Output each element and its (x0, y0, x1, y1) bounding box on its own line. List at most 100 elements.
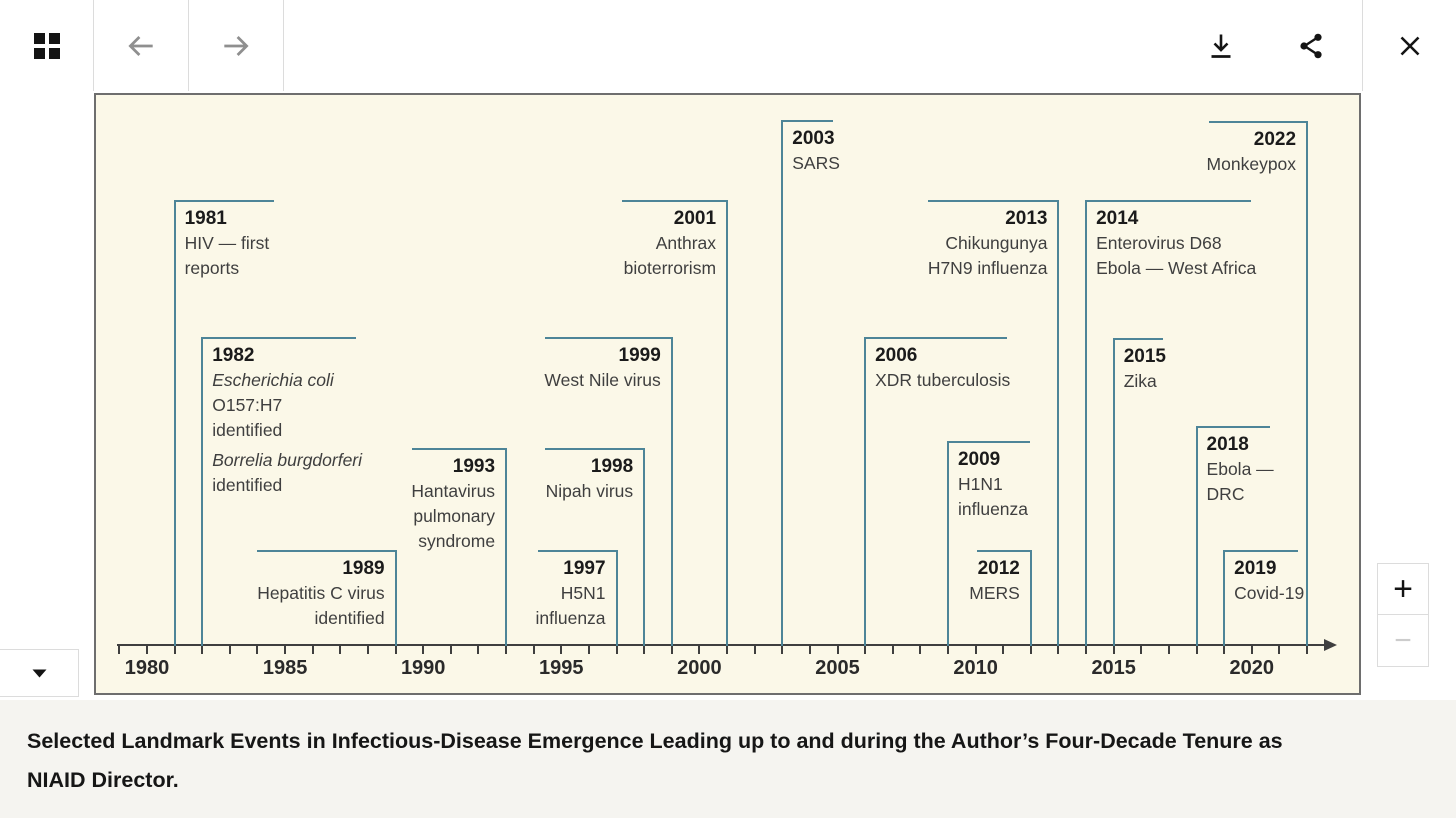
event-year: 2019 (1234, 558, 1277, 579)
event-label: 2015 Zika (1124, 345, 1166, 394)
expander-button[interactable] (0, 649, 79, 697)
event-label: 1981 HIV — first reports (185, 207, 270, 281)
event-label: 2013 Chikungunya H7N9 influenza (928, 207, 1048, 281)
axis-tick (1306, 646, 1309, 654)
download-button[interactable] (1181, 0, 1261, 91)
event-line (615, 550, 618, 646)
forward-button[interactable] (189, 0, 283, 91)
event-year: 1998 (590, 456, 634, 477)
axis-tick (256, 646, 259, 654)
event-text-line: H1N1 (957, 474, 1003, 494)
axis-tick (311, 646, 314, 654)
event-text-line: SARS (792, 153, 840, 173)
event-cap (1085, 200, 1252, 202)
back-button[interactable] (94, 0, 188, 91)
event-label: 2022 Monkeypox (1207, 128, 1297, 177)
axis-tick (1085, 646, 1088, 654)
axis-tick (532, 646, 535, 654)
zoom-in-button[interactable]: + (1377, 563, 1429, 615)
axis-tick (587, 646, 590, 654)
axis-tick (1057, 646, 1060, 654)
event-label: 1999 West Nile virus (544, 344, 660, 393)
event-text-line: identified (212, 420, 283, 440)
axis-tick (422, 646, 425, 654)
event-text-line: Anthrax (655, 233, 717, 253)
event-cap (622, 200, 729, 202)
plus-icon: + (1393, 569, 1413, 608)
event-cap (1195, 426, 1270, 428)
toolbar (0, 0, 1456, 91)
axis-tick-label: 1995 (539, 657, 584, 679)
zoom-controls: + − (1377, 563, 1429, 667)
axis-tick (864, 646, 867, 654)
timeline-canvas: 1980 1985 1990 1995 2000 2005 2010 2015 2020 1981… (96, 95, 1359, 693)
event-cap (928, 200, 1060, 202)
axis-tick-label: 2015 (1091, 657, 1136, 679)
event-cap (201, 337, 357, 339)
event-text-line: Ebola — (1206, 459, 1274, 479)
event-year: 2006 (875, 345, 918, 366)
event-line (201, 337, 204, 646)
event-cap (412, 448, 508, 450)
event-text-line: Zika (1123, 371, 1157, 391)
event-text-line: bioterrorism (623, 258, 717, 278)
event-year: 2001 (673, 208, 717, 229)
figure-caption: NIAID Director. (27, 768, 179, 792)
axis-tick-label: 2020 (1229, 657, 1275, 679)
event-year: 1999 (618, 345, 661, 366)
share-icon (1300, 33, 1322, 58)
share-button[interactable] (1271, 0, 1351, 91)
axis-tick (173, 646, 176, 654)
event-label: 2019 Covid-19 (1234, 557, 1304, 606)
event-text-line: Escherichia coli (212, 370, 334, 390)
axis-tick (146, 646, 148, 654)
figure-viewport[interactable]: 1980 1985 1990 1995 2000 2005 2010 2015 2020 1981… (94, 93, 1361, 695)
axis-tick (726, 646, 729, 654)
event-cap (864, 337, 1008, 339)
event-year: 2003 (792, 128, 835, 149)
axis-tick-label: 2005 (815, 657, 860, 679)
event-text-line: H5N1 (560, 583, 606, 603)
event-text-line: Monkeypox (1206, 154, 1297, 174)
event-line (643, 448, 646, 646)
close-icon (1400, 36, 1419, 55)
event-text-line: Hantavirus (411, 481, 496, 501)
event-line (1057, 200, 1060, 646)
event-line (394, 550, 397, 646)
event-year: 2012 (977, 558, 1020, 579)
axis-tick (1140, 646, 1143, 654)
axis-tick (698, 646, 701, 654)
event-text-line: Nipah virus (545, 481, 634, 501)
axis-tick-label: 1985 (262, 657, 308, 679)
axis-tick (1278, 646, 1281, 654)
event-line (173, 200, 176, 646)
event-year: 1982 (212, 345, 255, 366)
event-text-line: syndrome (418, 531, 496, 551)
caret-down-icon (32, 669, 46, 677)
axis-tick-label: 1980 (124, 657, 170, 679)
event-text-line: HIV — first (184, 233, 270, 253)
caption-panel: Selected Landmark Events in Infectious-D… (0, 700, 1456, 818)
axis-tick (449, 646, 452, 654)
zoom-out-button[interactable]: − (1377, 615, 1429, 667)
axis-tick (781, 646, 784, 654)
event-line (946, 441, 949, 646)
event-text-line: identified (212, 475, 283, 495)
close-button[interactable] (1363, 0, 1456, 91)
figure-caption: Selected Landmark Events in Infectious-D… (27, 729, 1283, 753)
axis-tick (118, 646, 121, 654)
gallery-button[interactable] (0, 0, 93, 91)
axis-tick (477, 646, 480, 654)
toolbar-divider (1362, 0, 1363, 91)
event-text-line: DRC (1206, 484, 1245, 504)
event-line (1223, 550, 1226, 646)
event-label: 2012 MERS (969, 557, 1020, 606)
event-line (864, 337, 867, 646)
toolbar-divider (93, 0, 94, 91)
event-text-line: Borrelia burgdorferi (212, 450, 363, 470)
axis-tick (753, 646, 756, 654)
arrow-right-icon (224, 35, 249, 56)
event-line (1029, 550, 1032, 646)
event-label: 2003 SARS (792, 127, 840, 176)
event-text-line: Covid-19 (1234, 583, 1305, 603)
